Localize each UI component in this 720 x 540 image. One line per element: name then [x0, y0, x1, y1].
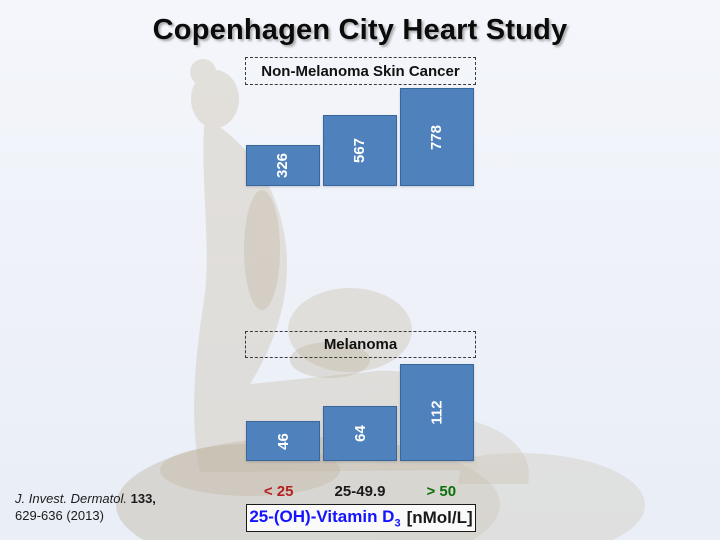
- page-title: Copenhagen City Heart Study: [152, 14, 568, 46]
- bar-value-label: 112: [428, 400, 446, 425]
- citation-pages: 629-636 (2013): [15, 508, 104, 523]
- bar-< 25: 46: [246, 421, 320, 461]
- bar-25-49.9: 567: [323, 114, 397, 186]
- x-axis-label: 25-49.9: [334, 483, 386, 500]
- chart-title-box-melanoma: Melanoma: [245, 331, 476, 358]
- x-axis-labels: < 25 25-49.9 > 50: [238, 483, 482, 501]
- axis-title-vitamin: 25-(OH)-Vitamin D3: [249, 506, 401, 530]
- bar-value-label: 567: [351, 137, 369, 163]
- bar-> 50: 112: [400, 364, 474, 461]
- axis-title-unit: [nMol/L]: [406, 508, 473, 527]
- bar-> 50: 778: [400, 88, 474, 186]
- bars-group-non-melanoma: 326 567 778: [246, 88, 474, 186]
- bar-value-label: 778: [428, 124, 446, 150]
- chart-title-melanoma: Melanoma: [323, 336, 398, 353]
- x-axis-label: < 25: [263, 483, 294, 500]
- chart-title-box-non-melanoma: Non-Melanoma Skin Cancer: [245, 57, 476, 85]
- bar-value-label: 326: [274, 152, 292, 178]
- bar-value-label: 46: [274, 432, 292, 450]
- bar-value-label: 64: [351, 424, 369, 442]
- x-axis-label: > 50: [426, 483, 457, 500]
- bar-25-49.9: 64: [323, 405, 397, 461]
- chart-title-non-melanoma: Non-Melanoma Skin Cancer: [261, 62, 460, 80]
- citation: J. Invest. Dermatol. 133, 629-636 (2013): [15, 490, 156, 524]
- citation-journal: J. Invest. Dermatol.: [15, 491, 127, 506]
- bar-< 25: 326: [246, 144, 320, 186]
- citation-volume: 133,: [130, 491, 156, 506]
- x-axis-title-box: 25-(OH)-Vitamin D3 [nMol/L]: [246, 504, 476, 532]
- bars-group-melanoma: 46 64 112: [246, 364, 474, 461]
